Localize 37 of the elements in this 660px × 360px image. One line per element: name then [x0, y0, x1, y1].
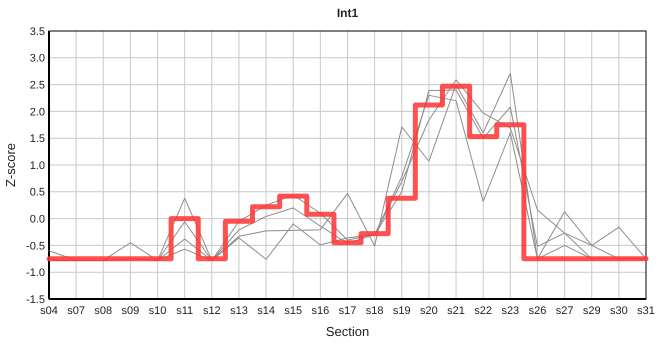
x-tick-label: s30 [610, 305, 628, 317]
x-tick-label: s23 [501, 305, 520, 317]
x-tick-label: s22 [474, 305, 492, 317]
x-tick-label: s11 [176, 305, 194, 317]
x-tick-label: s19 [392, 305, 411, 317]
x-tick-label: s31 [637, 305, 655, 317]
x-tick-label: s13 [230, 305, 248, 317]
y-tick-label: 0.0 [30, 213, 45, 226]
x-tick-label: s21 [447, 305, 465, 317]
x-tick-label: s08 [94, 305, 112, 317]
y-tick-label: 2.5 [30, 79, 45, 92]
x-tick-label: s17 [338, 305, 356, 317]
y-axis-title: Z-score [3, 142, 18, 188]
y-tick-label: -1.0 [26, 267, 45, 280]
x-tick-label: s15 [284, 305, 302, 317]
x-tick-label: s07 [67, 305, 86, 317]
y-tick-label: 3.5 [30, 26, 45, 38]
x-tick-label: s04 [40, 305, 58, 317]
chart-title: Int1 [336, 6, 358, 20]
x-tick-label: s26 [528, 305, 546, 317]
y-tick-label: 1.5 [30, 133, 45, 146]
x-tick-label: s14 [257, 305, 275, 317]
x-tick-label: s18 [366, 305, 384, 317]
y-tick-label: 1.0 [30, 160, 45, 172]
x-tick-label: s27 [556, 305, 574, 317]
y-tick-label: 2.0 [30, 106, 45, 118]
x-tick-label: s12 [202, 305, 221, 317]
y-tick-label: 3.0 [30, 52, 45, 65]
x-tick-label: s16 [311, 305, 330, 317]
y-tick-label: -0.5 [26, 240, 45, 252]
x-axis-title: Section [326, 324, 370, 339]
y-tick-label: -1.5 [26, 294, 45, 306]
x-tick-label: s29 [582, 305, 601, 317]
x-tick-label: s09 [122, 305, 140, 317]
x-tick-label: s10 [148, 305, 166, 317]
x-tick-label: s20 [420, 305, 438, 317]
y-tick-label: 0.5 [30, 186, 45, 199]
